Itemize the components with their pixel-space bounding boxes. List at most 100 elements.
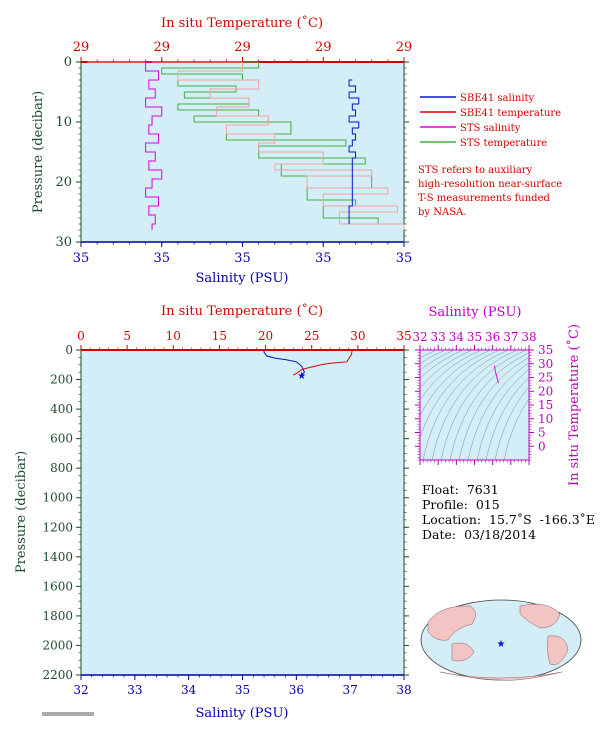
legend-label-sbe-salinity: SBE41 salinity (460, 93, 535, 104)
ts-temp-tick-label: 10 (538, 412, 553, 426)
bottom-temp-tick-label: 30 (350, 329, 365, 343)
bottom-plot-area (80, 349, 405, 676)
ts-temp-tick-label: 0 (538, 439, 546, 453)
top-pressure-tick-label: 0 (64, 55, 72, 70)
ts-density-contour (420, 350, 483, 401)
bottom-pressure-tick-label: 1600 (42, 579, 73, 593)
ts-series-group (493, 365, 499, 384)
bottom-temp-tick-label: 10 (166, 329, 181, 343)
bottom-sal-tick-label: 35 (235, 683, 250, 697)
legend-label-sbe-temperature: SBE41 temperature (460, 108, 561, 119)
bottom-sal-tick-label: 36 (289, 683, 304, 697)
ts-temp-tick-label: 5 (538, 426, 546, 440)
ts-density-contour (440, 350, 528, 460)
bottom-sal-tick-label: 34 (181, 683, 197, 697)
top-pressure-label: Pressure (decibar) (31, 91, 46, 213)
profile-value: 015 (475, 497, 500, 512)
ts-sal-tick-label: 32 (412, 330, 427, 344)
top-pressure-tick-label: 20 (55, 175, 72, 190)
bottom-series-sbe41-temperature (293, 349, 353, 376)
location-value: 15.7˚S -166.3˚E (489, 512, 596, 527)
ts-density-contour (420, 350, 474, 389)
bottom-sal-label: Salinity (PSU) (196, 706, 289, 721)
top-sal-tick-label: 35 (234, 251, 251, 266)
bottom-pressure-tick-label: 1200 (42, 520, 73, 534)
ts-density-contour (449, 352, 529, 460)
bottom-panel: ★ 0 5 10 15 20 25 30 35 32 33 34 35 36 37 38 0 200 400 600… (14, 303, 412, 721)
ts-ylabel: In situ Temperature (˚C) (566, 324, 582, 486)
bottom-sal-tick-label: 38 (396, 683, 411, 697)
bottom-pressure-tick-label: 2200 (42, 668, 73, 682)
bottom-pressure-tick-label: 2000 (42, 638, 73, 652)
ts-temp-tick-label: 20 (538, 384, 553, 398)
info-profile: Profile: 015 (422, 497, 500, 512)
ts-temp-tick-label: 25 (538, 371, 553, 385)
bottom-ticks-group: 0 5 10 15 20 25 30 35 32 33 34 35 36 37 38 0 200 400 600 80… (42, 329, 411, 697)
ts-sal-tick-label: 34 (449, 330, 465, 344)
ts-sal-tick-label: 35 (467, 330, 482, 344)
top-pressure-tick-label: 30 (55, 235, 72, 250)
top-sal-tick-label: 35 (396, 251, 413, 266)
ts-temp-tick-label: 35 (538, 343, 553, 357)
ts-sal-tick-label: 37 (503, 330, 518, 344)
bottom-temp-tick-label: 15 (212, 329, 227, 343)
legend-note-line1: STS refers to auxiliary (418, 165, 533, 176)
legend-note-line4: by NASA. (418, 207, 466, 218)
map-land-south-america (547, 635, 569, 665)
bottom-pressure-tick-label: 400 (50, 402, 73, 416)
legend-label-sts-temperature: STS temperature (460, 138, 547, 149)
map-land-north-america (519, 604, 561, 629)
ts-density-contour (467, 362, 529, 460)
ts-density-contour (476, 369, 529, 460)
bottom-temp-tick-label: 25 (304, 329, 319, 343)
bottom-pressure-tick-label: 600 (50, 432, 73, 446)
profile-label: Profile: (422, 497, 468, 512)
ts-sal-tick-label: 36 (485, 330, 500, 344)
float-value: 7631 (466, 482, 499, 497)
float-label: Float: (422, 482, 459, 497)
bottom-sal-tick-label: 37 (343, 683, 358, 697)
bottom-pressure-tick-label: 1400 (42, 550, 73, 564)
top-sal-tick-label: 35 (315, 251, 332, 266)
top-temp-tick-label: 29 (396, 40, 413, 55)
top-temp-tick-label: 29 (153, 40, 170, 55)
date-value: 03/18/2014 (464, 527, 537, 542)
bottom-temp-tick-label: 35 (396, 329, 411, 343)
date-label: Date: (422, 527, 457, 542)
map-land-antarctica (439, 671, 563, 681)
top-temp-tick-label: 29 (73, 40, 90, 55)
ts-temp-tick-label: 15 (538, 398, 553, 412)
bottom-sal-tick-label: 33 (127, 683, 142, 697)
top-series-group (87, 61, 405, 230)
legend-note-line3: T-S measurements funded (418, 193, 550, 204)
bottom-salinity-end-marker: ★ (297, 371, 306, 382)
small-footer-mark (42, 712, 94, 716)
ts-density-contour (420, 350, 501, 439)
top-series-sts-salinity (145, 61, 163, 230)
map-land-asia (427, 605, 476, 641)
ts-sal-tick-label: 33 (431, 330, 446, 344)
bottom-pressure-tick-label: 1800 (42, 609, 73, 623)
ts-plot-area (419, 349, 530, 461)
top-series-sbe41-temperature (87, 61, 405, 230)
bottom-temp-tick-label: 20 (258, 329, 273, 343)
float-location-star: ★ (497, 639, 506, 650)
bottom-series-group: ★ (263, 349, 353, 382)
world-map: ★ (420, 599, 582, 681)
top-sal-tick-label: 35 (153, 251, 170, 266)
bottom-pressure-tick-label: 200 (50, 373, 73, 387)
map-land-australia (451, 642, 475, 662)
ts-density-contour (494, 386, 529, 460)
legend-label-sts-salinity: STS salinity (460, 123, 521, 134)
ts-title: Salinity (PSU) (429, 305, 522, 320)
top-series-sbe41-salinity (348, 79, 360, 224)
top-temp-tick-label: 29 (234, 40, 251, 55)
legend-note-line2: high-resolution near-surface (418, 179, 562, 190)
ts-density-contour (485, 376, 529, 460)
info-float: Float: 7631 (422, 482, 499, 497)
top-temp-title: In situ Temperature (˚C) (161, 15, 323, 31)
top-ticks-group: 29 29 29 29 29 35 35 35 35 35 0 10 20 30 (55, 40, 412, 266)
top-pressure-tick-label: 10 (55, 115, 72, 130)
